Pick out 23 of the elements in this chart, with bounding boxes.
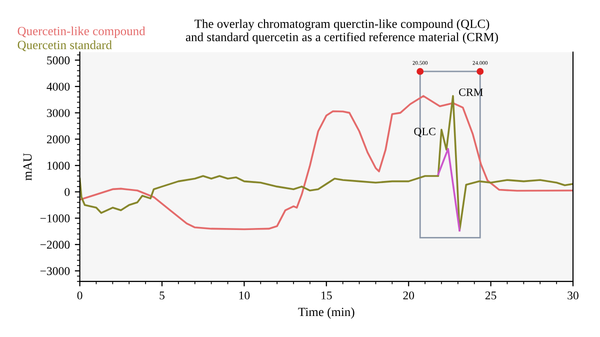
x-tick-label: 15 bbox=[322, 292, 332, 300]
x-tick-label: 20 bbox=[403, 291, 414, 300]
y-tick-label: 3000 bbox=[47, 109, 70, 118]
chart-title: The overlay chromatogram querctin-like compound (QLC) and standard quercetin as a certified reference material (CRM) bbox=[186, 19, 498, 44]
x-tick-label: 0 bbox=[77, 291, 82, 300]
y-tick-label: 1000 bbox=[48, 162, 70, 170]
y-axis-title: mAU bbox=[23, 153, 32, 180]
x-tick-label: 30 bbox=[568, 291, 578, 300]
text: Quercetin standard bbox=[18, 40, 112, 52]
y-tick-label: 5000 bbox=[47, 56, 70, 64]
text: Quercetin-like compound bbox=[18, 26, 146, 38]
y-tick-label: 0 bbox=[64, 188, 70, 196]
x-tick-label: 25 bbox=[485, 291, 496, 300]
annotation: CRM bbox=[459, 88, 483, 96]
y-tick-label: −1000 bbox=[40, 214, 70, 222]
y-tick-label: −2000 bbox=[40, 240, 70, 249]
x-axis-title: Time (min) bbox=[298, 307, 354, 319]
y-tick-label: −3000 bbox=[40, 267, 70, 276]
x-tick-label: 10 bbox=[239, 291, 250, 300]
y-tick-label: 4000 bbox=[46, 82, 70, 91]
y-tick-label: 2000 bbox=[46, 135, 70, 144]
annotation: QLC bbox=[414, 128, 436, 137]
x-tick-label: 5 bbox=[160, 292, 164, 300]
